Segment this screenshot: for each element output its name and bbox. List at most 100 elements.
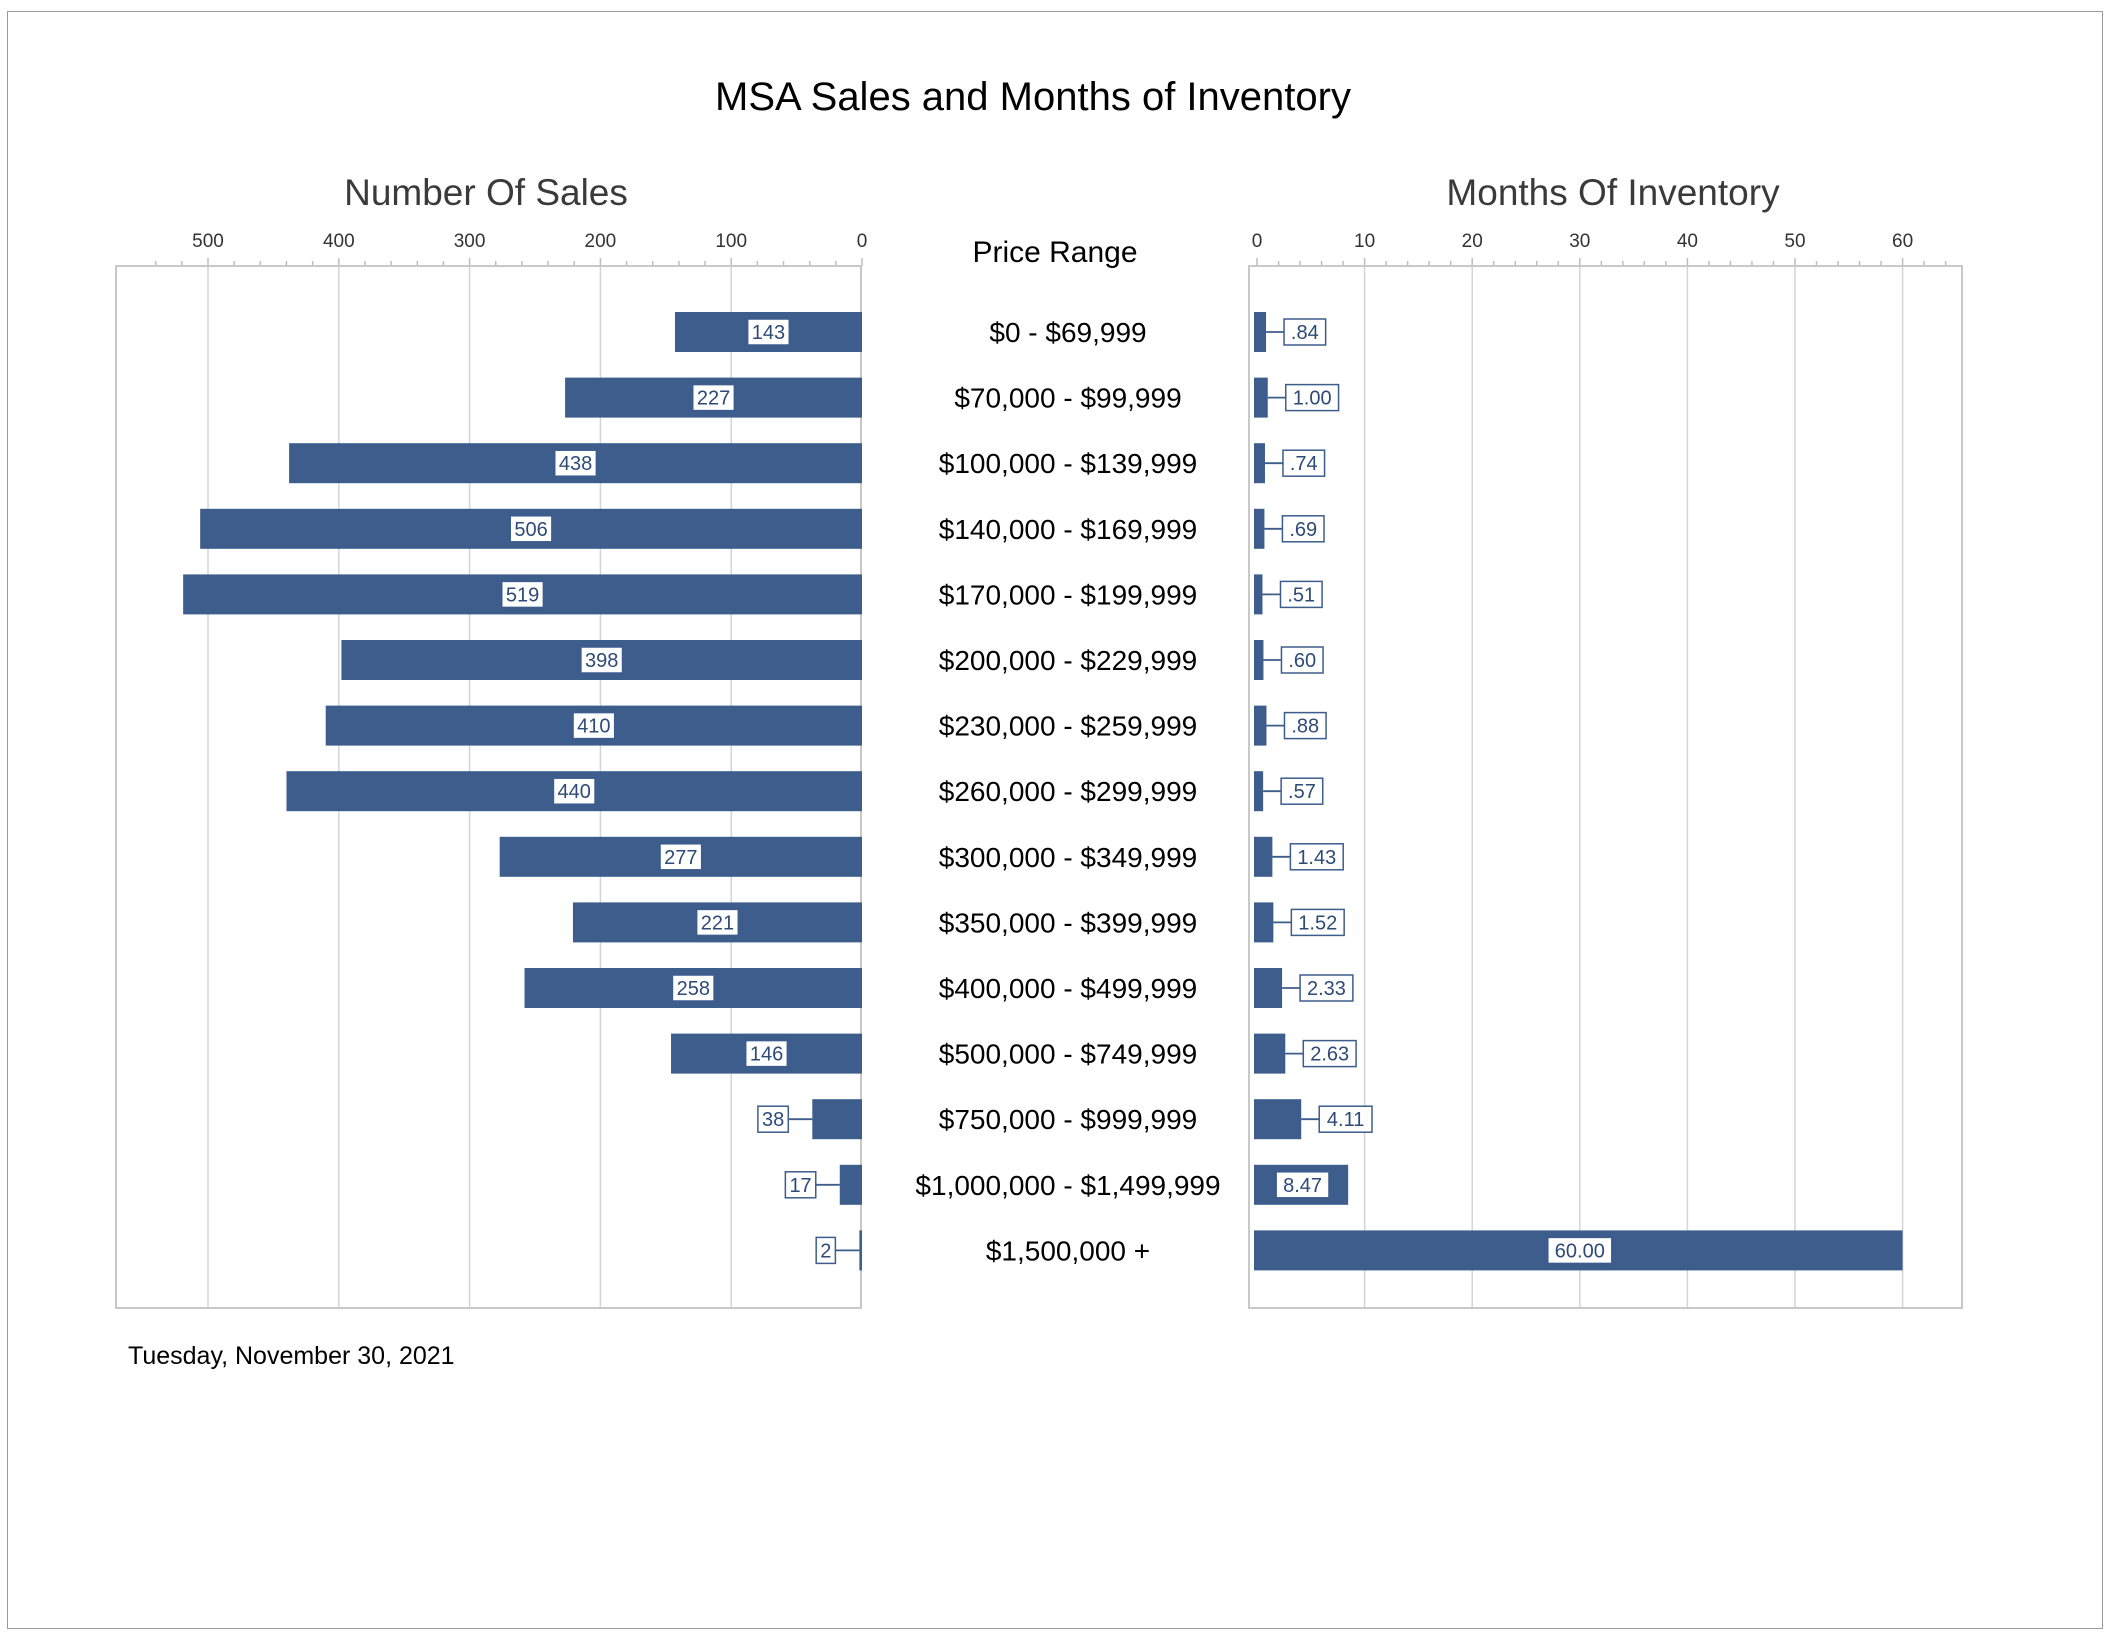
sales-data-label: 17	[789, 1175, 811, 1197]
sales-label-box	[553, 449, 598, 477]
report-date: Tuesday, November 30, 2021	[128, 1342, 455, 1370]
sales-data-label: 519	[506, 584, 539, 606]
price-range-column: Price Range $0 - $69,999 $70,000 - $99,99…	[915, 236, 1220, 1266]
inventory-data-label: 1.00	[1293, 388, 1332, 410]
inventory-plot-frame	[1248, 265, 1963, 1309]
report-page: MSA Sales and Months of Inventory Number…	[7, 11, 2103, 1629]
inventory-label-box	[1281, 515, 1325, 543]
inventory-label-box	[1280, 777, 1324, 805]
inventory-data-label: 60.00	[1555, 1240, 1605, 1262]
sales-label-box	[784, 1171, 817, 1199]
price-range-label: $140,000 - $169,999	[939, 514, 1197, 545]
inventory-tick-label: 10	[1354, 231, 1375, 252]
inventory-axis-ticks: 0 10 20 30 40 50 60	[1249, 231, 1962, 267]
inventory-axis-title: Months Of Inventory	[1446, 172, 1780, 213]
inventory-data-label: .74	[1290, 453, 1318, 475]
sales-bar	[812, 1099, 862, 1140]
price-range-label: $500,000 - $749,999	[939, 1039, 1197, 1070]
inventory-data-label: .69	[1289, 519, 1317, 541]
inventory-bar	[1254, 1033, 1286, 1074]
chart-canvas: MSA Sales and Months of Inventory Number…	[115, 75, 1963, 1370]
sales-bar	[839, 1164, 862, 1205]
sales-data-label: 438	[559, 453, 592, 475]
inventory-tick-label: 20	[1462, 231, 1483, 252]
price-range-label: $170,000 - $199,999	[939, 579, 1197, 610]
price-range-label: $260,000 - $299,999	[939, 776, 1197, 807]
inventory-data-label: .57	[1288, 781, 1316, 803]
sales-data-label: 2	[820, 1240, 831, 1262]
sales-label-box	[659, 843, 703, 871]
sales-data-label: 440	[558, 781, 591, 803]
sales-label-box	[501, 580, 545, 609]
price-range-label: $230,000 - $259,999	[939, 711, 1197, 742]
inventory-bar	[1254, 836, 1273, 877]
chart-title: MSA Sales and Months of Inventory	[715, 75, 1351, 119]
price-range-label: $300,000 - $349,999	[939, 842, 1197, 873]
inventory-bar	[1254, 640, 1264, 680]
price-range-label: $350,000 - $399,999	[939, 907, 1197, 938]
price-range-label: $100,000 - $139,999	[939, 448, 1197, 479]
inventory-label-box	[1283, 318, 1327, 346]
price-range-label: $1,500,000 +	[986, 1235, 1150, 1266]
inventory-bar	[1254, 574, 1263, 615]
sales-tick-label: 300	[454, 231, 486, 252]
sales-data-label: 258	[677, 978, 710, 1000]
sales-data-label: 277	[664, 847, 697, 869]
sales-label-box	[695, 908, 740, 937]
price-range-label: $0 - $69,999	[989, 317, 1146, 348]
inventory-label-box	[1279, 580, 1323, 609]
sales-data-label: 227	[697, 388, 730, 410]
inventory-label-box	[1280, 646, 1324, 674]
inventory-tick-label: 0	[1252, 231, 1263, 252]
inventory-bar	[1254, 377, 1268, 418]
sales-data-label: 410	[577, 716, 610, 738]
inventory-label-box	[1275, 1171, 1330, 1199]
inventory-data-label: .60	[1288, 650, 1316, 672]
inventory-bar	[1254, 771, 1264, 812]
sales-tick-label: 100	[715, 231, 747, 252]
sales-label-box	[572, 711, 616, 740]
sales-bar	[859, 1230, 862, 1271]
sales-tick-label: 500	[192, 231, 224, 252]
inventory-bars: .84 1.00 .74 .69 .51 .60 .88 .57 1.43 1.52 2.33 2.6…	[1254, 312, 1903, 1271]
inventory-label-box	[1547, 1236, 1613, 1265]
inventory-label-box	[1285, 383, 1340, 412]
inventory-bar	[1254, 443, 1265, 484]
sales-label-box	[580, 646, 624, 674]
sales-label-box	[746, 318, 791, 346]
sales-data-label: 221	[701, 912, 734, 934]
sales-tick-label: 400	[323, 231, 355, 252]
price-range-label: $1,000,000 - $1,499,999	[915, 1170, 1220, 1201]
inventory-data-label: 1.52	[1298, 912, 1337, 934]
inventory-bar	[1254, 508, 1265, 549]
inventory-label-box	[1302, 1039, 1357, 1068]
sales-panel: Number Of Sales 0 100 200 300 400 500 143 227 4…	[115, 172, 868, 1309]
sales-label-box	[815, 1236, 837, 1265]
sales-label-box	[552, 777, 596, 805]
inventory-bar	[1254, 705, 1267, 746]
inventory-label-box	[1283, 711, 1327, 740]
price-range-label: $70,000 - $99,999	[954, 383, 1181, 414]
inventory-label-box	[1290, 908, 1345, 937]
inventory-tick-label: 40	[1677, 231, 1698, 252]
inventory-bar	[1254, 312, 1267, 352]
inventory-data-label: 8.47	[1283, 1175, 1322, 1197]
sales-data-label: 38	[762, 1109, 784, 1131]
inventory-tick-label: 30	[1569, 231, 1590, 252]
price-range-header: Price Range	[972, 236, 1137, 269]
price-range-label: $400,000 - $499,999	[939, 973, 1197, 1004]
sales-data-label: 506	[514, 519, 547, 541]
inventory-tick-label: 50	[1784, 231, 1805, 252]
price-range-label: $750,000 - $999,999	[939, 1104, 1197, 1135]
inventory-data-label: .51	[1287, 584, 1315, 606]
inventory-gridlines	[1363, 266, 1904, 1308]
inventory-data-label: 1.43	[1297, 847, 1336, 869]
inventory-label-box	[1282, 449, 1326, 477]
sales-label-box	[691, 383, 736, 412]
sales-data-label: 398	[585, 650, 618, 672]
inventory-tick-label: 60	[1892, 231, 1913, 252]
sales-data-label: 143	[752, 322, 785, 344]
inventory-data-label: 2.33	[1307, 978, 1346, 1000]
sales-bars: 143 227 438 506 519 398 410 440 277 221 258 146 38 17…	[183, 312, 863, 1271]
sales-tick-label: 0	[857, 231, 868, 252]
